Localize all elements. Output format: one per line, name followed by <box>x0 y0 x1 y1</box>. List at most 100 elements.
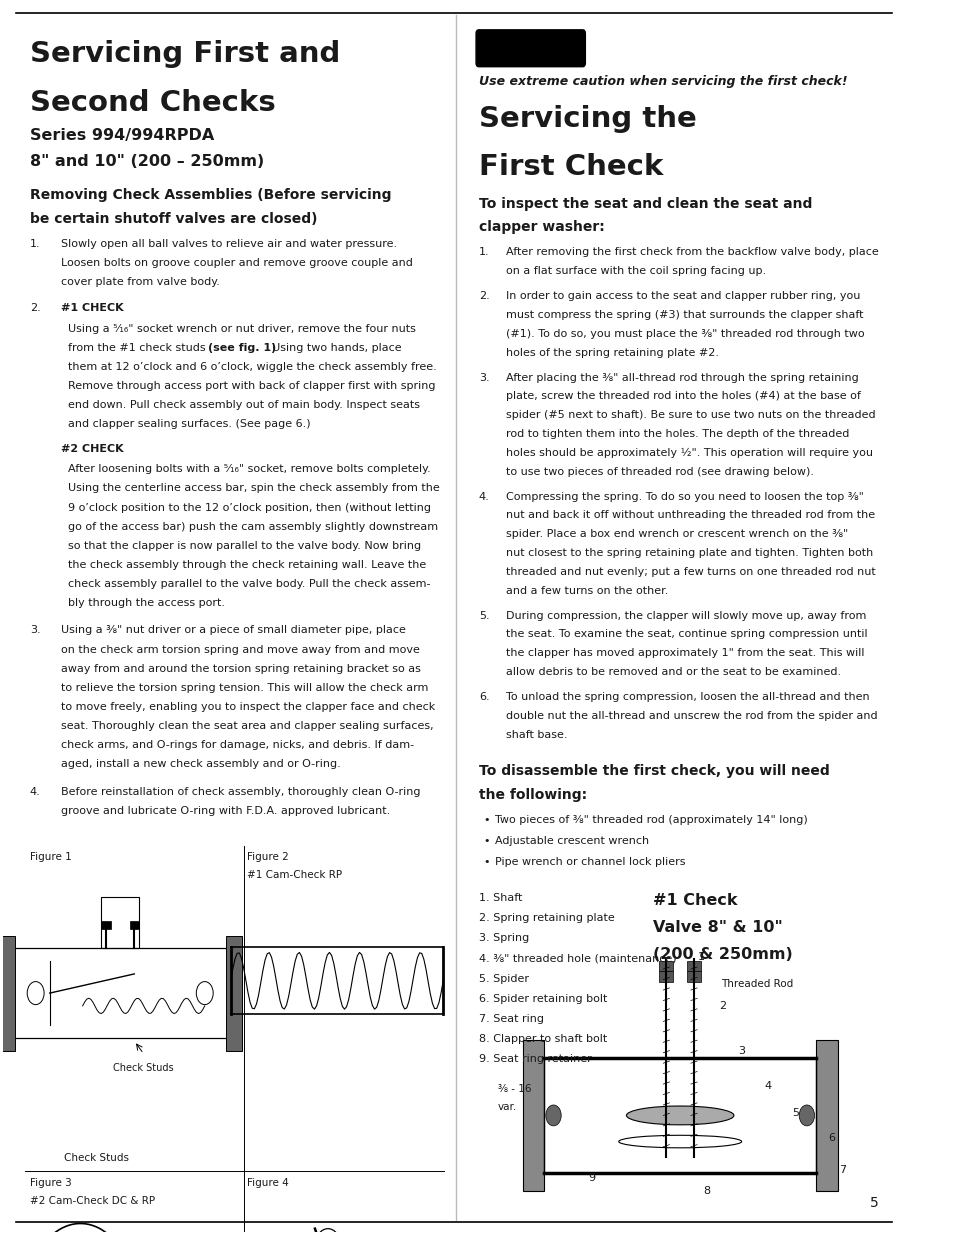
Text: 5: 5 <box>791 1108 798 1119</box>
Text: 9: 9 <box>588 1173 595 1183</box>
Bar <box>101 897 139 948</box>
Text: #2 Cam-Check DC & RP: #2 Cam-Check DC & RP <box>30 1195 154 1205</box>
Text: Adjustable crescent wrench: Adjustable crescent wrench <box>495 836 648 846</box>
Text: •: • <box>483 836 489 846</box>
Text: and clapper sealing surfaces. (See page 6.): and clapper sealing surfaces. (See page … <box>68 419 310 429</box>
Text: . Using two hands, place: . Using two hands, place <box>264 343 401 353</box>
Text: plate, screw the threaded rod into the holes (#4) at the base of: plate, screw the threaded rod into the h… <box>505 391 860 401</box>
Bar <box>659 971 673 982</box>
Text: 3: 3 <box>738 1046 744 1056</box>
Text: 9. Seat ring retainer: 9. Seat ring retainer <box>478 1053 591 1063</box>
Text: allow debris to be removed and or the seat to be examined.: allow debris to be removed and or the se… <box>505 667 841 677</box>
Text: Servicing the: Servicing the <box>478 105 696 133</box>
Bar <box>659 961 673 971</box>
Text: clapper washer:: clapper washer: <box>478 220 604 235</box>
Text: ⅜ - 16: ⅜ - 16 <box>497 1084 531 1094</box>
Bar <box>522 1040 544 1191</box>
Text: •: • <box>483 857 489 867</box>
Text: To unload the spring compression, loosen the all-thread and then: To unload the spring compression, loosen… <box>505 692 868 701</box>
Text: 6: 6 <box>828 1134 835 1144</box>
Text: 3.: 3. <box>478 373 489 383</box>
Text: spider (#5 next to shaft). Be sure to use two nuts on the threaded: spider (#5 next to shaft). Be sure to us… <box>505 410 875 420</box>
Text: 2: 2 <box>719 1000 725 1010</box>
Text: be certain shutoff valves are closed): be certain shutoff valves are closed) <box>30 211 317 226</box>
Text: threaded and nut evenly; put a few turns on one threaded rod nut: threaded and nut evenly; put a few turns… <box>505 567 875 577</box>
Text: DANGER: DANGER <box>503 43 556 53</box>
Text: 8: 8 <box>702 1186 710 1195</box>
Text: Pipe wrench or channel lock pliers: Pipe wrench or channel lock pliers <box>495 857 685 867</box>
Text: 1.: 1. <box>30 238 40 248</box>
Bar <box>130 921 139 929</box>
Text: Loosen bolts on groove coupler and remove groove couple and: Loosen bolts on groove coupler and remov… <box>61 258 413 268</box>
Text: 3.: 3. <box>30 625 40 636</box>
Text: Figure 4: Figure 4 <box>247 1177 288 1188</box>
Text: 1. Shaft: 1. Shaft <box>478 893 521 903</box>
Text: 4: 4 <box>764 1081 771 1092</box>
Text: •: • <box>483 815 489 825</box>
FancyBboxPatch shape <box>476 30 585 67</box>
Text: double nut the all-thread and unscrew the rod from the spider and: double nut the all-thread and unscrew th… <box>505 711 877 721</box>
Text: away from and around the torsion spring retaining bracket so as: away from and around the torsion spring … <box>61 663 421 673</box>
Text: (200 & 250mm): (200 & 250mm) <box>653 947 792 962</box>
Text: them at 12 o’clock and 6 o’clock, wiggle the check assembly free.: them at 12 o’clock and 6 o’clock, wiggle… <box>68 362 436 372</box>
Text: Slowly open all ball valves to relieve air and water pressure.: Slowly open all ball valves to relieve a… <box>61 238 397 248</box>
Text: nut and back it off without unthreading the threaded rod from the: nut and back it off without unthreading … <box>505 510 874 520</box>
Text: 4. ⅜" threaded hole (maintenance): 4. ⅜" threaded hole (maintenance) <box>478 953 676 963</box>
Text: Two pieces of ⅜" threaded rod (approximately 14" long): Two pieces of ⅜" threaded rod (approxima… <box>495 815 807 825</box>
Text: Figure 2: Figure 2 <box>247 852 288 862</box>
Text: and a few turns on the other.: and a few turns on the other. <box>505 585 667 595</box>
Text: 1: 1 <box>698 952 704 962</box>
Text: check arms, and O-rings for damage, nicks, and debris. If dam-: check arms, and O-rings for damage, nick… <box>61 740 415 750</box>
Text: After removing the first check from the backflow valve body, place: After removing the first check from the … <box>505 247 878 257</box>
Text: #2 CHECK: #2 CHECK <box>61 445 124 454</box>
Text: 2.: 2. <box>478 291 489 301</box>
Text: go of the access bar) push the cam assembly slightly downstream: go of the access bar) push the cam assem… <box>68 521 437 531</box>
Bar <box>12 948 228 1037</box>
Text: to use two pieces of threaded rod (see drawing below).: to use two pieces of threaded rod (see d… <box>505 467 813 477</box>
Text: Compressing the spring. To do so you need to loosen the top ⅜": Compressing the spring. To do so you nee… <box>505 492 862 501</box>
Text: Figure 1: Figure 1 <box>30 852 71 862</box>
Text: var.: var. <box>497 1103 517 1113</box>
Text: (see fig. 1): (see fig. 1) <box>208 343 275 353</box>
Text: must compress the spring (#3) that surrounds the clapper shaft: must compress the spring (#3) that surro… <box>505 310 862 320</box>
Text: 5: 5 <box>869 1195 878 1210</box>
Text: After placing the ⅜" all-thread rod through the spring retaining: After placing the ⅜" all-thread rod thro… <box>505 373 858 383</box>
Bar <box>686 961 700 971</box>
Text: After loosening bolts with a ⁵⁄₁₆" socket, remove bolts completely.: After loosening bolts with a ⁵⁄₁₆" socke… <box>68 464 430 474</box>
Text: 5. Spider: 5. Spider <box>478 973 528 983</box>
Circle shape <box>545 1105 560 1126</box>
Text: #1 Cam-Check RP: #1 Cam-Check RP <box>247 871 341 881</box>
Text: Valve 8" & 10": Valve 8" & 10" <box>653 920 782 935</box>
Circle shape <box>799 1105 814 1126</box>
Text: 7: 7 <box>839 1165 845 1174</box>
Text: #1 Check: #1 Check <box>653 893 737 909</box>
Text: holes should be approximately ½". This operation will require you: holes should be approximately ½". This o… <box>505 448 872 458</box>
Text: to relieve the torsion spring tension. This will allow the check arm: to relieve the torsion spring tension. T… <box>61 683 429 693</box>
Text: from the #1 check studs: from the #1 check studs <box>68 343 209 353</box>
Text: Remove through access port with back of clapper first with spring: Remove through access port with back of … <box>68 380 435 390</box>
Text: holes of the spring retaining plate #2.: holes of the spring retaining plate #2. <box>505 347 719 358</box>
Text: Second Checks: Second Checks <box>30 89 275 117</box>
Text: Threaded Rod: Threaded Rod <box>720 979 792 989</box>
Text: the following:: the following: <box>478 788 586 802</box>
Ellipse shape <box>626 1107 733 1125</box>
Text: To inspect the seat and clean the seat and: To inspect the seat and clean the seat a… <box>478 198 811 211</box>
Text: Figure 3: Figure 3 <box>30 1177 71 1188</box>
Text: end down. Pull check assembly out of main body. Inspect seats: end down. Pull check assembly out of mai… <box>68 400 419 410</box>
Bar <box>686 971 700 982</box>
Text: Using a ⁵⁄₁₆" socket wrench or nut driver, remove the four nuts: Using a ⁵⁄₁₆" socket wrench or nut drive… <box>68 324 416 333</box>
Text: 6. Spider retaining bolt: 6. Spider retaining bolt <box>478 994 606 1004</box>
Text: Use extreme caution when servicing the first check!: Use extreme caution when servicing the f… <box>478 75 846 89</box>
Text: Before reinstallation of check assembly, thoroughly clean O-ring: Before reinstallation of check assembly,… <box>61 787 420 797</box>
Text: the seat. To examine the seat, continue spring compression until: the seat. To examine the seat, continue … <box>505 630 866 640</box>
Text: 8" and 10" (200 – 250mm): 8" and 10" (200 – 250mm) <box>30 154 264 169</box>
Text: seat. Thoroughly clean the seat area and clapper sealing surfaces,: seat. Thoroughly clean the seat area and… <box>61 721 434 731</box>
Text: During compression, the clapper will slowly move up, away from: During compression, the clapper will slo… <box>505 610 865 621</box>
Text: Using the centerline access bar, spin the check assembly from the: Using the centerline access bar, spin th… <box>68 483 439 494</box>
Text: ⚠: ⚠ <box>484 42 495 54</box>
Text: rod to tighten them into the holes. The depth of the threaded: rod to tighten them into the holes. The … <box>505 429 848 438</box>
Text: check assembly parallel to the valve body. Pull the check assem-: check assembly parallel to the valve bod… <box>68 579 430 589</box>
Text: 5.: 5. <box>478 610 489 621</box>
Text: #1 CHECK: #1 CHECK <box>61 304 124 314</box>
Text: cover plate from valve body.: cover plate from valve body. <box>61 277 220 287</box>
